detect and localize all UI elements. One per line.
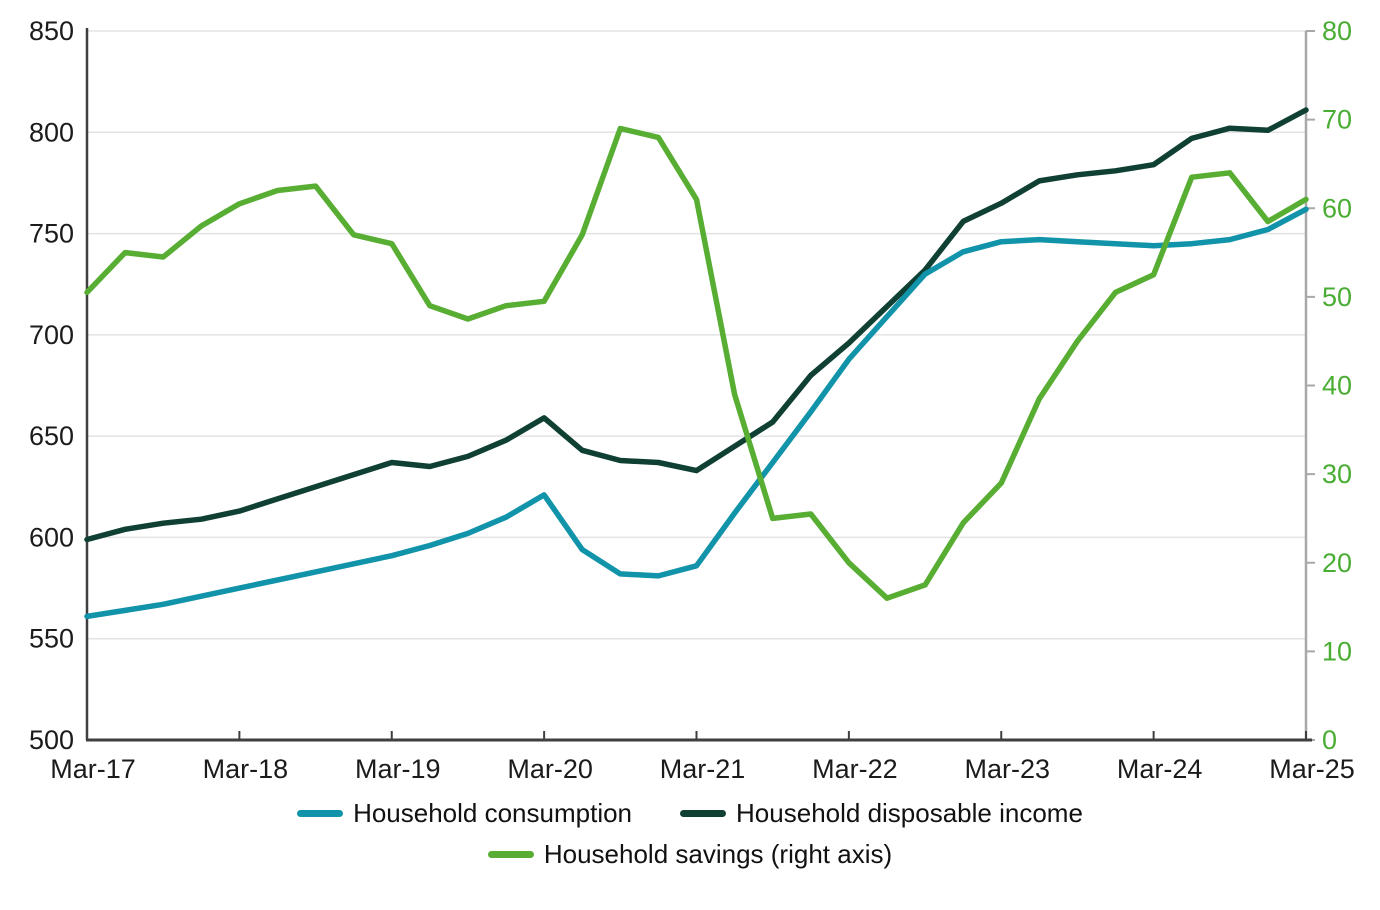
series-line-household-consumption <box>84 206 1309 620</box>
right-axis-tick-label: 60 <box>1322 193 1352 223</box>
legend-item-household-consumption: Household consumption <box>297 800 632 826</box>
legend-label-consumption: Household consumption <box>353 798 633 828</box>
right-axis-tick-label: 50 <box>1322 282 1352 312</box>
right-axis-tick-label: 20 <box>1322 548 1352 578</box>
legend-item-household-savings: Household savings (right axis) <box>487 839 893 869</box>
line-chart: 80 70 60 50 40 30 20 10 0 850 800 750 700 650 600 550 50… <box>29 16 1355 784</box>
x-axis-tick-label: Mar-18 <box>203 754 289 784</box>
left-axis-tick-label: 550 <box>29 624 74 654</box>
x-axis-tick-label: Mar-19 <box>355 754 441 784</box>
left-axis-tick-label: 600 <box>29 522 74 552</box>
left-axis-tick-label: 800 <box>29 117 74 147</box>
x-axis-tick-label: Mar-17 <box>50 754 136 784</box>
legend-swatch-disposable-income <box>680 809 727 817</box>
legend-label-savings: Household savings (right axis) <box>543 839 893 869</box>
left-axis-tick-label: 650 <box>29 421 74 451</box>
right-axis-tick-label: 0 <box>1322 725 1337 755</box>
x-axis-tick-label: Mar-23 <box>964 754 1050 784</box>
series-line-household-disposable-income <box>84 107 1309 543</box>
right-axis-tick-label: 30 <box>1322 459 1352 489</box>
left-axis-tick-label: 750 <box>29 219 74 249</box>
right-axis-tick-label: 40 <box>1322 371 1352 401</box>
left-axis-tick-label: 850 <box>29 16 74 46</box>
legend-item-household-disposable-income: Household disposable income <box>680 800 1083 826</box>
x-axis-tick-label: Mar-22 <box>812 754 898 784</box>
right-axis-tick-label: 70 <box>1322 105 1352 135</box>
chart-legend: Household consumption Household disposab… <box>0 800 1380 867</box>
left-axis-tick-label: 700 <box>29 320 74 350</box>
right-axis-tick-label: 80 <box>1322 16 1352 46</box>
x-axis-tick-label: Mar-20 <box>507 754 593 784</box>
legend-swatch-consumption <box>297 809 344 817</box>
legend-label-disposable-income: Household disposable income <box>736 798 1083 828</box>
x-axis-tick-label: Mar-25 <box>1269 754 1355 784</box>
x-axis-tick-label: Mar-21 <box>660 754 746 784</box>
legend-row-1: Household consumption Household disposab… <box>297 800 1083 826</box>
x-axis-tick-label: Mar-24 <box>1117 754 1203 784</box>
legend-row-2: Household savings (right axis) <box>487 839 893 869</box>
legend-swatch-savings <box>487 850 534 858</box>
right-axis-tick-label: 10 <box>1322 636 1352 666</box>
series-line-household-savings-right-axis <box>84 125 1309 601</box>
left-axis-tick-label: 500 <box>29 725 74 755</box>
